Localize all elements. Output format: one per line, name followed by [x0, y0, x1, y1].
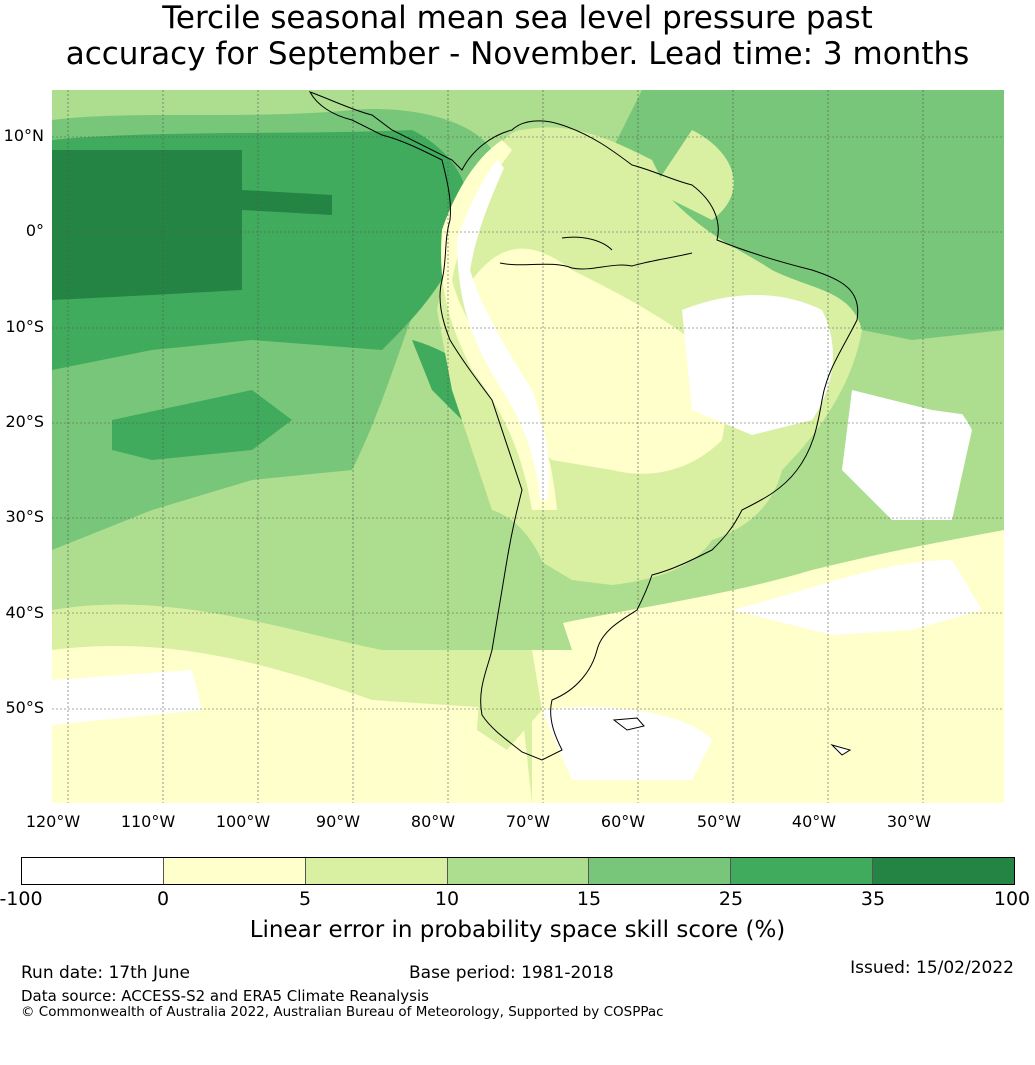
lon-label-50W: 50°W — [696, 812, 742, 831]
colorbar-bin-neg100-0 — [22, 858, 164, 884]
colorbar-tick: 25 — [718, 888, 744, 910]
colorbar-label: Linear error in probability space skill … — [249, 917, 786, 943]
copyright: © Commonwealth of Australia 2022, Austra… — [21, 1004, 664, 1020]
colorbar-tick: 35 — [860, 888, 886, 910]
run-date: Run date: 17th June — [21, 963, 190, 983]
colorbar-tick: 0 — [156, 888, 170, 910]
lon-label-70W: 70°W — [505, 812, 551, 831]
lon-label-90W: 90°W — [315, 812, 361, 831]
lon-label-80W: 80°W — [410, 812, 456, 831]
lat-label-10S: 10°S — [5, 317, 44, 336]
colorbar-bin-25-35 — [731, 858, 874, 884]
lat-label-30S: 30°S — [5, 507, 44, 526]
lat-label-50S: 50°S — [5, 698, 44, 717]
lon-label-110W: 110°W — [120, 812, 176, 831]
coastline — [308, 91, 859, 761]
colorbar — [21, 857, 1015, 885]
lon-label-120W: 120°W — [25, 812, 81, 831]
base-period: Base period: 1981-2018 — [409, 963, 614, 983]
lat-label-20S: 20°S — [5, 412, 44, 431]
lat-label-40S: 40°S — [5, 603, 44, 622]
colorbar-tick: 100 — [993, 888, 1031, 910]
lon-label-40W: 40°W — [791, 812, 837, 831]
skill-score-map — [52, 90, 1004, 803]
colorbar-bin-0-5 — [163, 858, 306, 884]
map-canvas — [52, 90, 1004, 803]
colorbar-tick: 15 — [576, 888, 602, 910]
data-source: Data source: ACCESS-S2 and ERA5 Climate … — [21, 987, 429, 1005]
lon-label-30W: 30°W — [886, 812, 932, 831]
lon-label-100W: 100°W — [215, 812, 271, 831]
colorbar-tick: 10 — [434, 888, 460, 910]
issued-date: Issued: 15/02/2022 — [850, 958, 1014, 978]
colorbar-bin-5-10 — [305, 858, 448, 884]
colorbar-bin-35-100 — [873, 858, 1015, 884]
colorbar-bin-10-15 — [447, 858, 590, 884]
colorbar-bin-15-25 — [589, 858, 732, 884]
map-title-line-2: accuracy for September - November. Lead … — [65, 36, 970, 72]
lon-label-60W: 60°W — [600, 812, 646, 831]
colorbar-tick: -100 — [0, 888, 43, 910]
graticule — [52, 90, 1004, 803]
colorbar-tick: 5 — [298, 888, 312, 910]
lat-label-10N: 10°N — [3, 126, 44, 145]
lat-label-0: 0° — [25, 221, 44, 240]
map-title-line-1: Tercile seasonal mean sea level pressure… — [162, 0, 873, 36]
